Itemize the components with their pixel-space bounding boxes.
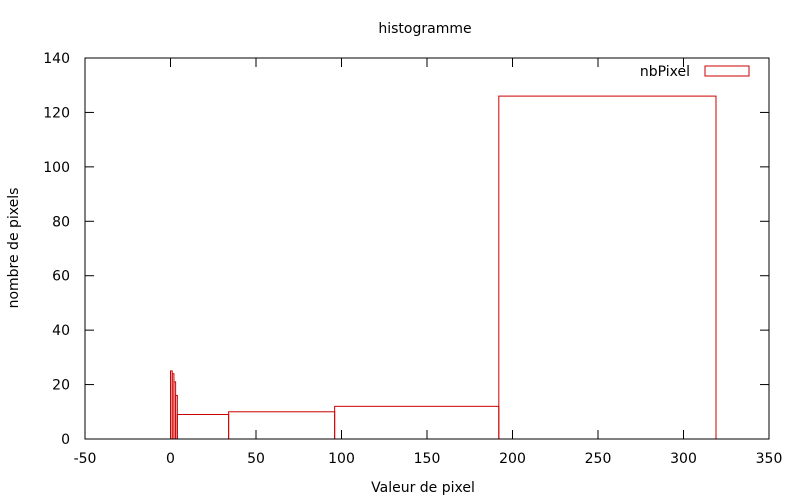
chart-title: histogramme [378,21,471,37]
x-tick-label: 300 [670,451,697,467]
y-tick-label: 120 [43,105,70,121]
y-tick-label: 0 [61,432,70,448]
x-tick-label: 100 [328,451,355,467]
legend: nbPixel [640,64,750,80]
y-tick-label: 80 [52,214,70,230]
x-tick-label: 0 [166,451,175,467]
axis-ticks: -50 0 50 100 150 200 250 300 3500204060801001201… [43,51,782,467]
y-axis-label: nombre de pixels [6,188,22,309]
x-tick-label: 250 [585,451,612,467]
legend-label-nbpixel: nbPixel [640,64,690,80]
x-tick-label: 150 [414,451,441,467]
x-axis-label: Valeur de pixel [371,480,475,496]
histogram-bar [498,95,717,440]
y-tick-label: 40 [52,323,70,339]
y-tick-label: 100 [43,160,70,176]
y-tick-label: 60 [52,269,70,285]
histogram-bar [228,411,336,440]
legend-swatch-nbpixel [704,65,750,77]
y-tick-label: 20 [52,378,70,394]
plot-frame [84,57,770,440]
histogram-bar [334,405,500,440]
x-tick-label: 200 [499,451,526,467]
x-tick-label: -50 [74,451,97,467]
histogram-bar [176,414,230,440]
x-tick-label: 350 [756,451,783,467]
y-tick-label: 140 [43,51,70,67]
x-tick-label: 50 [247,451,265,467]
histogram-bars [170,95,717,440]
